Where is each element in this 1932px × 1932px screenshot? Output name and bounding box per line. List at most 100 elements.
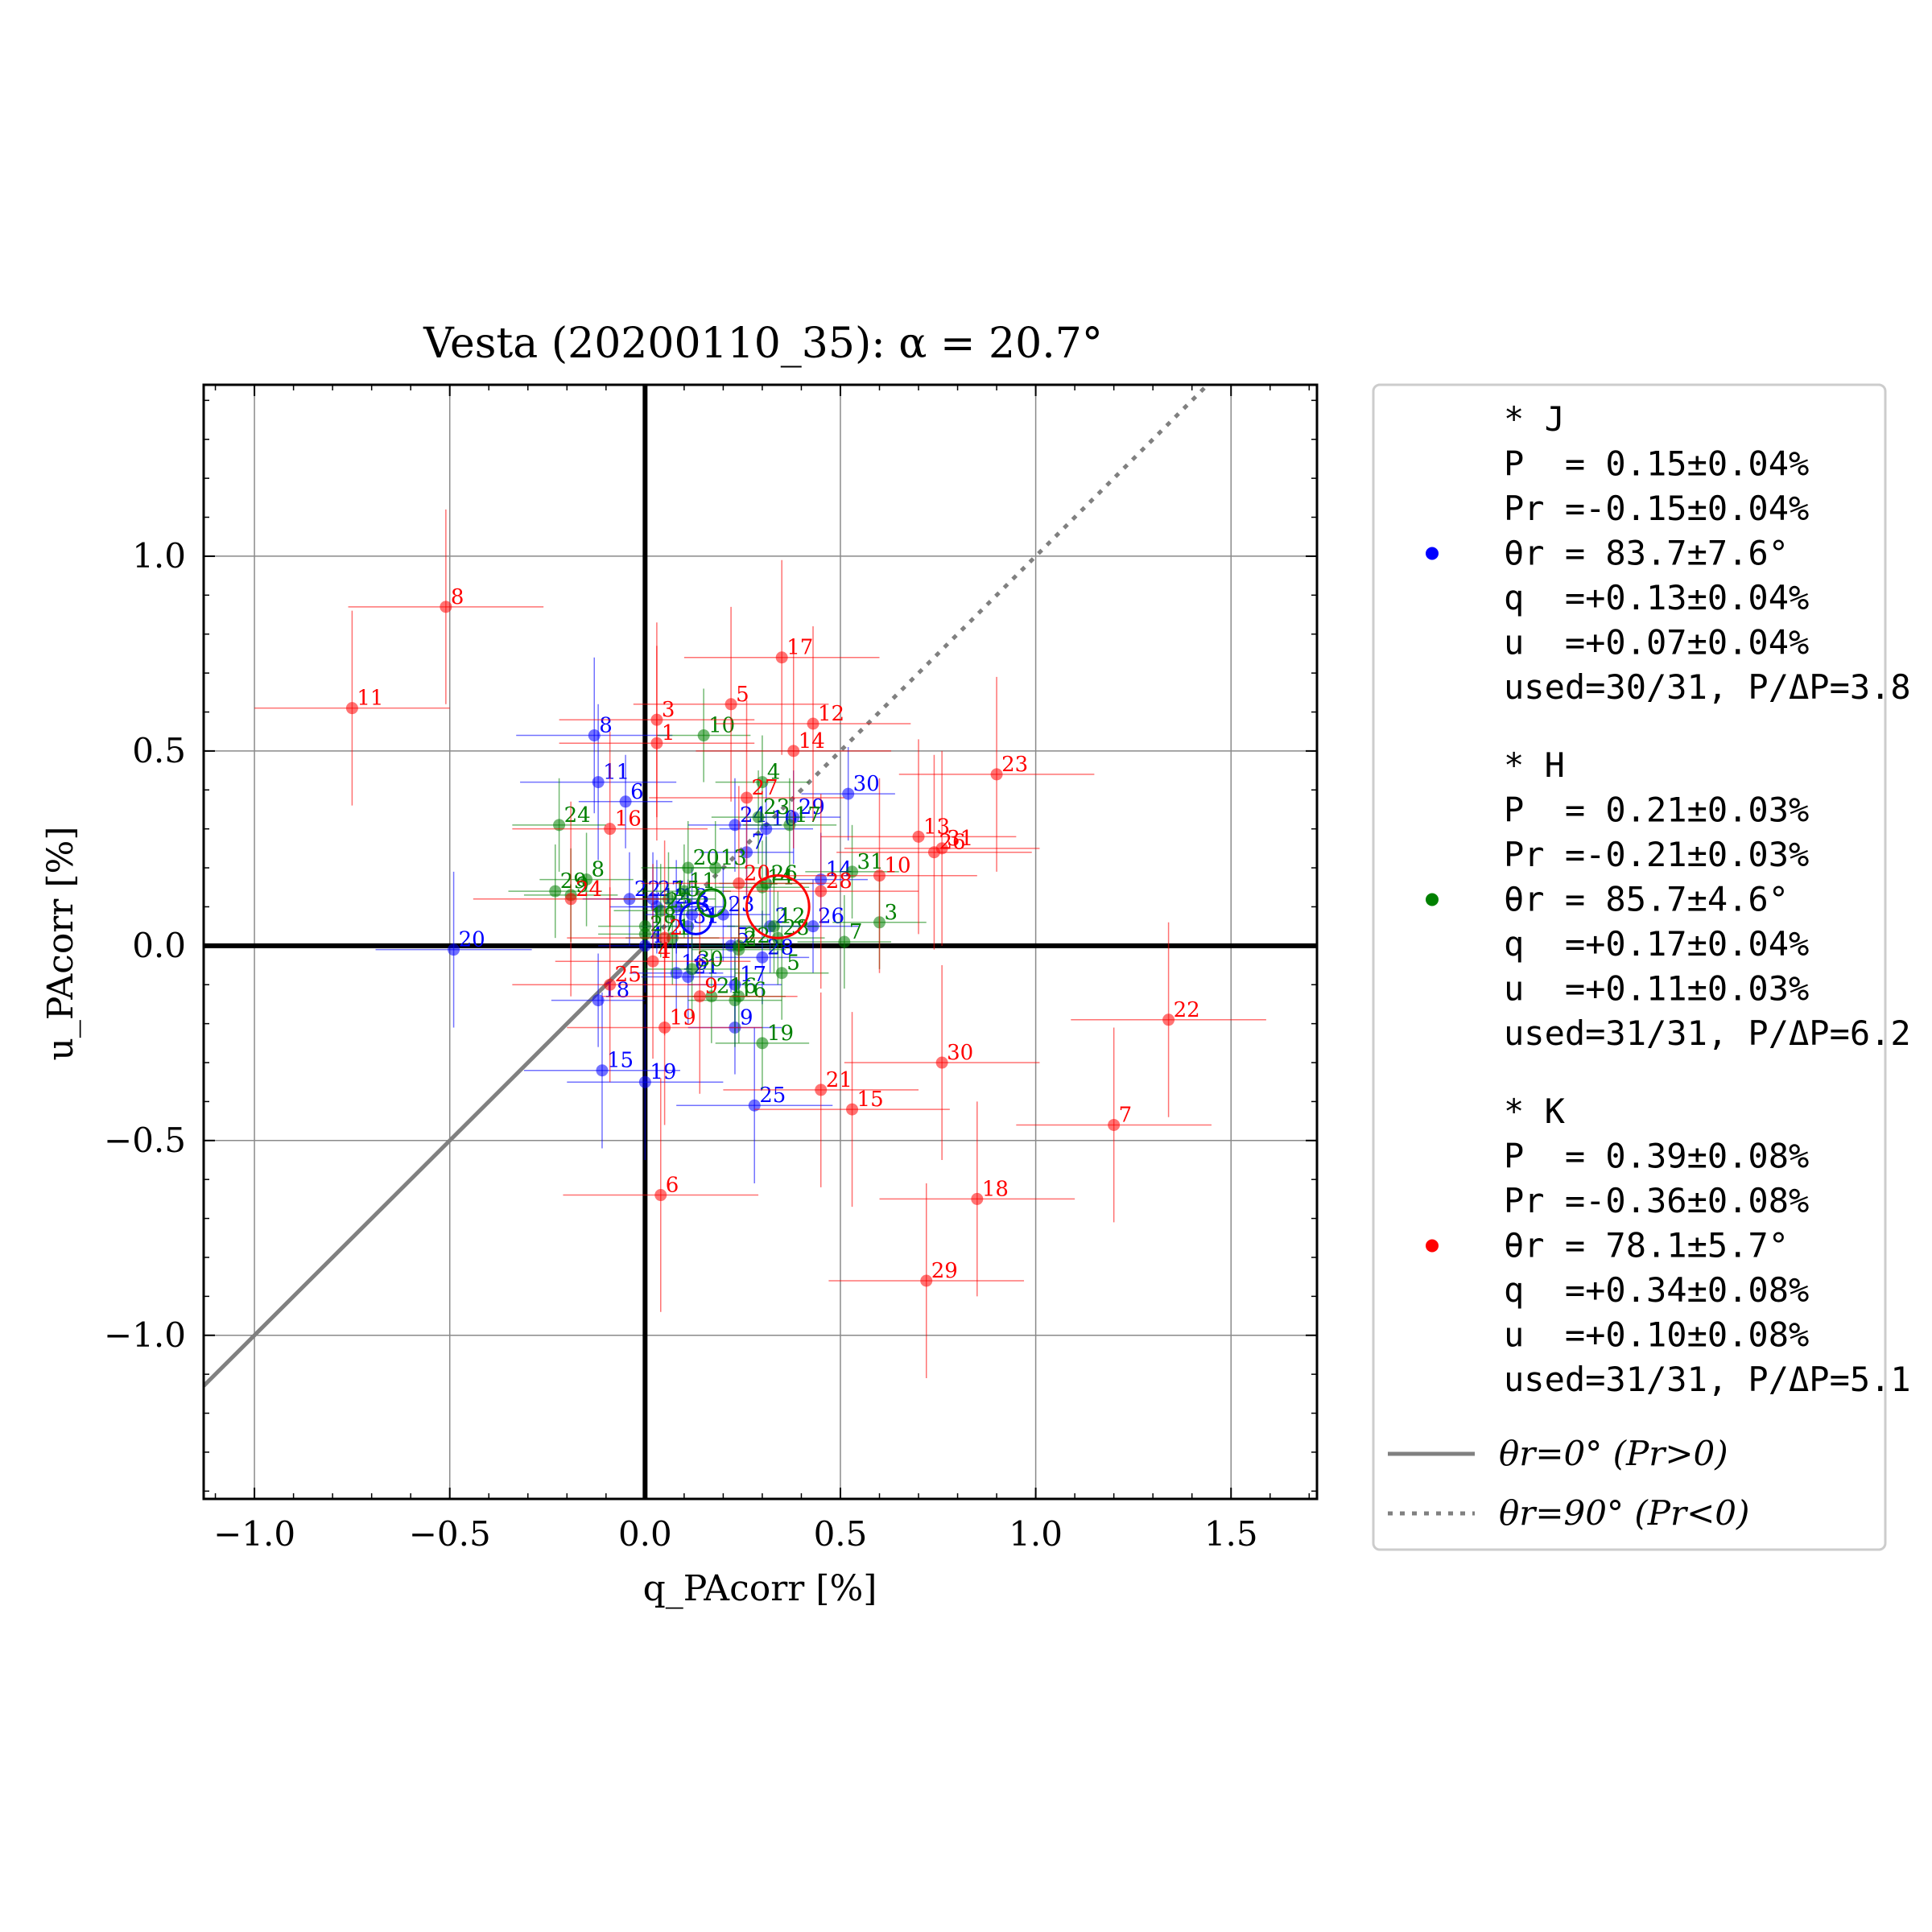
point-label: 8 [451, 585, 464, 609]
data-point [1162, 1013, 1175, 1026]
data-point [990, 768, 1003, 781]
point-label: 13 [720, 846, 747, 870]
legend-line-K: * K [1504, 1092, 1566, 1131]
point-label: 25 [615, 963, 642, 987]
data-point [729, 994, 741, 1007]
data-point [783, 819, 796, 832]
point-label: 15 [607, 1049, 634, 1073]
point-label: 3 [662, 698, 675, 722]
legend-line-K: u =+0.10±0.08% [1504, 1315, 1809, 1355]
data-point [756, 776, 769, 789]
x-tick-label: 1.0 [1009, 1514, 1063, 1554]
legend-ref-label: θr=0° (Pr>0) [1499, 1434, 1728, 1473]
legend-line-H: P = 0.21±0.03% [1504, 791, 1809, 830]
data-point [716, 908, 729, 921]
y-tick-label: −1.0 [104, 1315, 186, 1355]
legend: * J P = 0.15±0.04% Pr =-0.15±0.04% θr = 83.… [1372, 383, 1911, 1551]
point-label: 10 [885, 854, 911, 878]
data-point [619, 795, 632, 808]
point-label: 8 [592, 858, 605, 882]
legend-ref-label: θr=90° (Pr<0) [1499, 1493, 1749, 1533]
point-label: 2 [670, 916, 683, 940]
data-point [686, 963, 699, 976]
point-label: 15 [857, 1088, 884, 1112]
point-label: 29 [560, 869, 587, 894]
data-point [935, 1056, 948, 1069]
y-axis-label: u_PAcorr [%] [40, 826, 81, 1060]
data-point [654, 1189, 667, 1202]
data-point [654, 904, 667, 917]
point-label: 6 [630, 780, 644, 804]
legend-marker-H [1426, 893, 1439, 906]
point-label: 26 [771, 861, 798, 886]
point-label: 11 [603, 761, 630, 785]
point-label: 20 [459, 928, 485, 952]
legend-line-K: q =+0.34±0.08% [1504, 1270, 1809, 1310]
legend-line-J: used=30/31, P/ΔP=3.8 [1504, 667, 1911, 707]
point-label: 12 [778, 905, 805, 929]
x-axis-label: q_PAcorr [%] [643, 1568, 877, 1609]
point-label: 12 [818, 702, 844, 726]
data-point [775, 651, 788, 664]
data-point [935, 842, 948, 855]
y-tick-label: 0.0 [132, 926, 186, 965]
mean-circle-K [745, 874, 811, 939]
chart-title: Vesta (20200110_35): α = 20.7° [423, 320, 1103, 368]
y-tick-label: −0.5 [104, 1121, 186, 1160]
legend-marker-K [1426, 1239, 1439, 1253]
x-tick-label: 0.5 [814, 1514, 868, 1554]
legend-line-K: P = 0.39±0.08% [1504, 1137, 1809, 1176]
data-point [646, 955, 659, 968]
point-label: 5 [786, 952, 800, 976]
point-label: 5 [736, 683, 749, 707]
point-label: 9 [740, 1005, 753, 1030]
data-point [682, 861, 695, 874]
point-label: 25 [759, 1084, 786, 1108]
data-point [588, 729, 601, 742]
data-point [1108, 1118, 1121, 1131]
legend-line-J: q =+0.13±0.04% [1504, 578, 1809, 617]
legend-line-J: u =+0.07±0.04% [1504, 623, 1809, 663]
data-point [440, 601, 452, 613]
data-point [678, 885, 691, 898]
point-label: 17 [795, 803, 821, 828]
data-point [564, 893, 577, 906]
data-point [741, 791, 753, 804]
data-point [842, 787, 855, 800]
point-label: 9 [704, 975, 718, 999]
point-label: 30 [853, 772, 880, 796]
point-label: 19 [767, 1022, 794, 1046]
legend-line-K: θr = 78.1±5.7° [1504, 1226, 1789, 1265]
point-label: 18 [982, 1177, 1009, 1201]
point-label: 31 [947, 827, 973, 851]
data-point [448, 943, 460, 956]
data-point [838, 935, 851, 948]
point-label: 28 [826, 869, 852, 894]
point-label: 30 [947, 1041, 973, 1065]
point-label: 13 [923, 815, 950, 839]
point-label: 20 [744, 861, 770, 886]
point-label: 23 [728, 893, 754, 917]
data-point [592, 776, 605, 789]
data-point [549, 885, 562, 898]
point-label: 6 [744, 975, 758, 999]
point-label: 11 [357, 687, 383, 711]
data-point [638, 927, 651, 940]
data-point [733, 877, 745, 890]
point-label: 21 [826, 1068, 852, 1092]
data-point [912, 830, 925, 843]
point-label: 23 [1001, 753, 1028, 777]
point-label: 14 [799, 729, 825, 753]
y-tick-label: 1.0 [132, 536, 186, 576]
x-tick-label: −0.5 [409, 1514, 491, 1554]
legend-line-H: q =+0.17±0.04% [1504, 924, 1809, 964]
data-point [670, 900, 683, 913]
data-point [920, 1274, 933, 1287]
point-label: 22 [1174, 998, 1200, 1022]
data-point [729, 819, 741, 832]
mean-circle-J [679, 902, 713, 935]
point-label: 19 [670, 1005, 696, 1030]
legend-line-K: used=31/31, P/ΔP=5.1 [1504, 1360, 1911, 1399]
data-point [670, 967, 683, 980]
